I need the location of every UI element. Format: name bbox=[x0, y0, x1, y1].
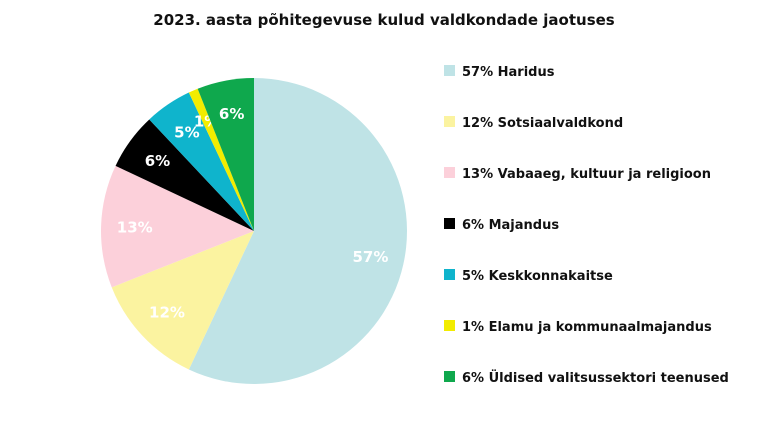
legend-swatch-uldised-teenused bbox=[444, 371, 455, 382]
pie-slice-uldised-teenused bbox=[197, 78, 254, 231]
legend-label-haridus: 57% Haridus bbox=[462, 65, 555, 80]
legend-label-elamu: 1% Elamu ja kommunaalmajandus bbox=[462, 320, 712, 335]
legend-swatch-vabaaeg bbox=[444, 167, 455, 178]
pie-slice-sotsiaalvaldkond bbox=[111, 231, 254, 370]
slice-label-sotsiaalvaldkond: 12% bbox=[149, 304, 185, 322]
legend-label-keskkonnakaitse: 5% Keskkonnakaitse bbox=[462, 269, 613, 284]
pie-slice-vabaaeg bbox=[101, 165, 255, 288]
pie-slice-haridus bbox=[188, 78, 408, 385]
slice-label-majandus: 6% bbox=[145, 152, 170, 170]
legend-label-majandus: 6% Majandus bbox=[462, 218, 560, 233]
chart-title: 2023. aasta põhitegevuse kulud valdkonda… bbox=[153, 11, 615, 29]
legend-swatch-elamu bbox=[444, 320, 455, 331]
pie-slice-elamu bbox=[188, 88, 254, 231]
legend-label-uldised-teenused: 6% Üldised valitsussektori teenused bbox=[462, 371, 729, 386]
legend-swatch-majandus bbox=[444, 218, 455, 229]
slice-label-keskkonnakaitse: 5% bbox=[174, 123, 199, 141]
pie-slice-keskkonnakaitse bbox=[149, 92, 254, 231]
pie-slice-majandus bbox=[115, 119, 254, 231]
legend-label-vabaaeg: 13% Vabaaeg, kultuur ja religioon bbox=[462, 167, 711, 182]
slice-label-uldised-teenused: 6% bbox=[219, 105, 244, 123]
legend-swatch-haridus bbox=[444, 65, 455, 76]
legend-swatch-sotsiaalvaldkond bbox=[444, 116, 455, 127]
legend-swatch-keskkonnakaitse bbox=[444, 269, 455, 280]
slice-label-haridus: 57% bbox=[353, 248, 389, 266]
legend-label-sotsiaalvaldkond: 12% Sotsiaalvaldkond bbox=[462, 116, 624, 131]
slice-label-vabaaeg: 13% bbox=[117, 218, 153, 236]
pie-chart: 57%12%13%6%5%1% 6% bbox=[101, 78, 408, 385]
